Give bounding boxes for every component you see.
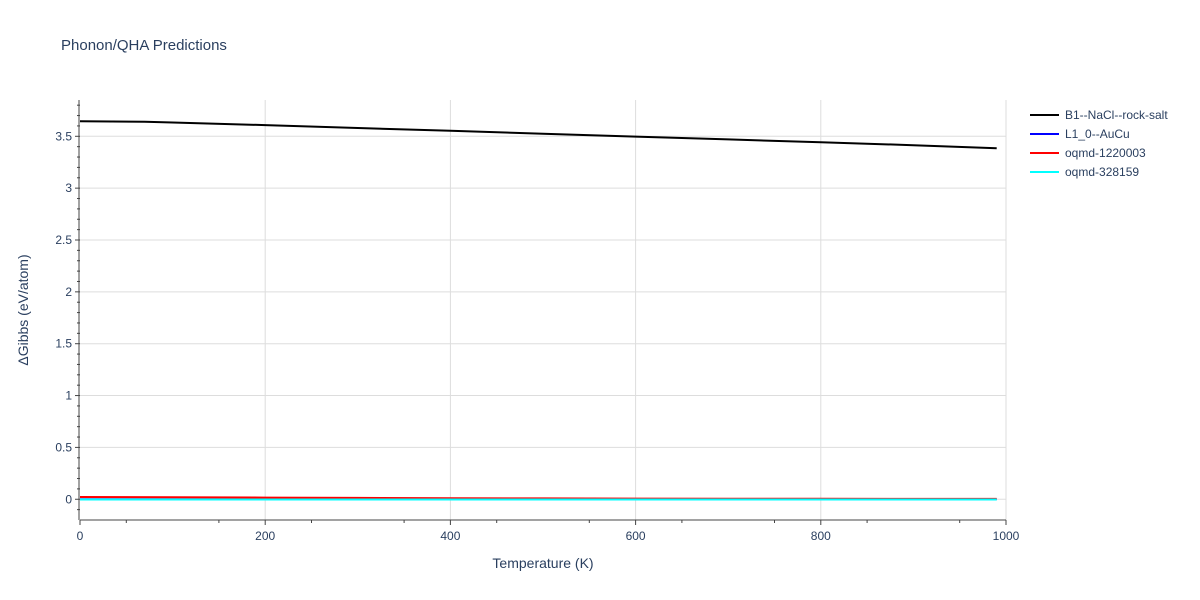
series-line-0	[79, 120, 997, 150]
legend-label: oqmd-1220003	[1065, 146, 1146, 160]
y-tick-label: 3	[65, 181, 72, 195]
x-tick-label: 0	[77, 529, 84, 543]
legend[interactable]: B1--NaCl--rock-salt L1_0--AuCu oqmd-122000…	[1030, 108, 1168, 179]
x-tick-label: 600	[626, 529, 646, 543]
y-tick-label: 0.5	[55, 440, 72, 454]
y-tick-label: 0	[65, 492, 72, 506]
x-tick-label: 1000	[993, 529, 1020, 543]
legend-label: L1_0--AuCu	[1065, 127, 1130, 141]
x-tick-label: 400	[440, 529, 460, 543]
y-axis-title: ΔGibbs (eV/atom)	[15, 254, 31, 365]
axis-ticks: 0 200 400 600 800 1000 0 0.5 1 1.5 2 2.5 3 3.5	[55, 104, 1020, 543]
y-tick-label: 1	[65, 389, 72, 403]
legend-item[interactable]: oqmd-328159	[1030, 165, 1139, 179]
legend-item[interactable]: oqmd-1220003	[1030, 146, 1146, 160]
legend-label: B1--NaCl--rock-salt	[1065, 108, 1168, 122]
x-tick-label: 800	[811, 529, 831, 543]
y-tick-label: 1.5	[55, 337, 72, 351]
grid-lines	[80, 100, 1007, 520]
x-axis-title: Temperature (K)	[492, 555, 593, 571]
legend-item[interactable]: B1--NaCl--rock-salt	[1030, 108, 1168, 122]
x-tick-label: 200	[255, 529, 275, 543]
series-lines	[79, 120, 997, 501]
legend-label: oqmd-328159	[1065, 165, 1139, 179]
legend-item[interactable]: L1_0--AuCu	[1030, 127, 1130, 141]
chart-title: Phonon/QHA Predictions	[61, 37, 227, 54]
y-tick-label: 2.5	[55, 233, 72, 247]
y-tick-label: 3.5	[55, 129, 72, 143]
y-tick-label: 2	[65, 285, 72, 299]
